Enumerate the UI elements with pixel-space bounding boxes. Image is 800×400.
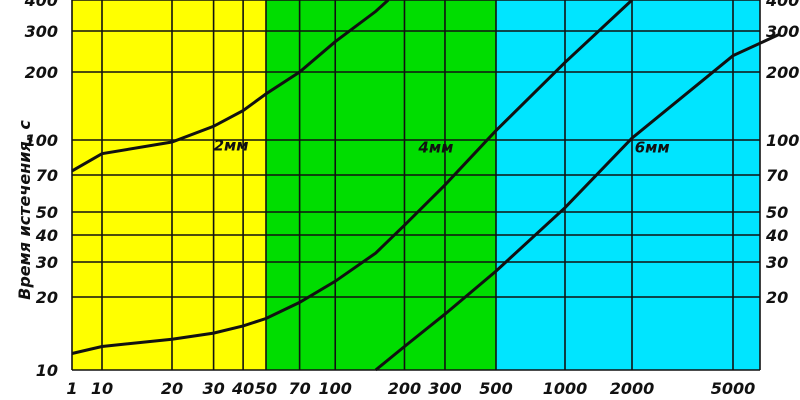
x-tick-label: 10 (91, 379, 113, 398)
x-tick-label: 5000 (711, 379, 756, 398)
series-label-2: 6мм (635, 139, 670, 157)
y-tick-label-left: 400 (24, 0, 58, 10)
x-tick-label: 30 (202, 379, 224, 398)
curve-2 (374, 33, 780, 372)
y-tick-label-left: 70 (36, 166, 58, 185)
x-tick-label: 500 (479, 379, 512, 398)
tick-labels: 1 10 20 30 40 50 70 100 200 300 500 1000 2000 5000102… (24, 0, 800, 398)
curves (71, 0, 780, 372)
y-tick-label-right: 40 (765, 226, 788, 245)
x-tick-label: 20 (161, 379, 183, 398)
y-tick-label-right: 70 (766, 166, 788, 185)
x-tick-label: 2000 (610, 379, 655, 398)
y-axis-title: Время истечения, с (15, 120, 34, 300)
x-tick-label: 300 (428, 379, 461, 398)
series-label-0: 2мм (214, 136, 249, 154)
x-tick-label: 40 (231, 379, 254, 398)
x-tick-label: 200 (388, 379, 421, 398)
x-tick-label: 70 (288, 379, 310, 398)
y-tick-label-left: 10 (36, 361, 58, 380)
y-tick-label-left: 30 (36, 253, 58, 272)
y-tick-label-left: 40 (35, 226, 58, 245)
y-tick-label-left: 20 (36, 288, 58, 307)
series-label-1: 4мм (417, 139, 453, 157)
series-labels: 2мм 4мм 6мм (214, 136, 670, 156)
y-tick-label-left: 100 (25, 131, 58, 150)
y-tick-label-right: 400 (765, 0, 799, 10)
grid (71, 0, 761, 371)
y-tick-label-right: 300 (766, 22, 799, 41)
y-tick-label-left: 300 (25, 22, 58, 41)
x-tick-label: 100 (319, 379, 352, 398)
y-tick-label-right: 100 (766, 131, 799, 150)
y-tick-label-right: 20 (766, 288, 788, 307)
x-tick-label: 50 (255, 379, 277, 398)
y-tick-label-right: 50 (766, 203, 788, 222)
region-2 (496, 0, 760, 370)
x-tick-label: 1 (66, 379, 77, 398)
y-tick-label-left: 200 (25, 63, 58, 82)
y-tick-label-right: 30 (766, 253, 788, 272)
background-regions (72, 0, 760, 370)
x-tick-label: 1000 (543, 379, 588, 398)
curve-1 (71, 0, 634, 355)
y-tick-label-left: 50 (36, 203, 58, 222)
y-tick-label-right: 200 (766, 63, 799, 82)
region-1 (266, 0, 496, 370)
region-0 (72, 0, 266, 370)
curve-0 (71, 0, 390, 173)
